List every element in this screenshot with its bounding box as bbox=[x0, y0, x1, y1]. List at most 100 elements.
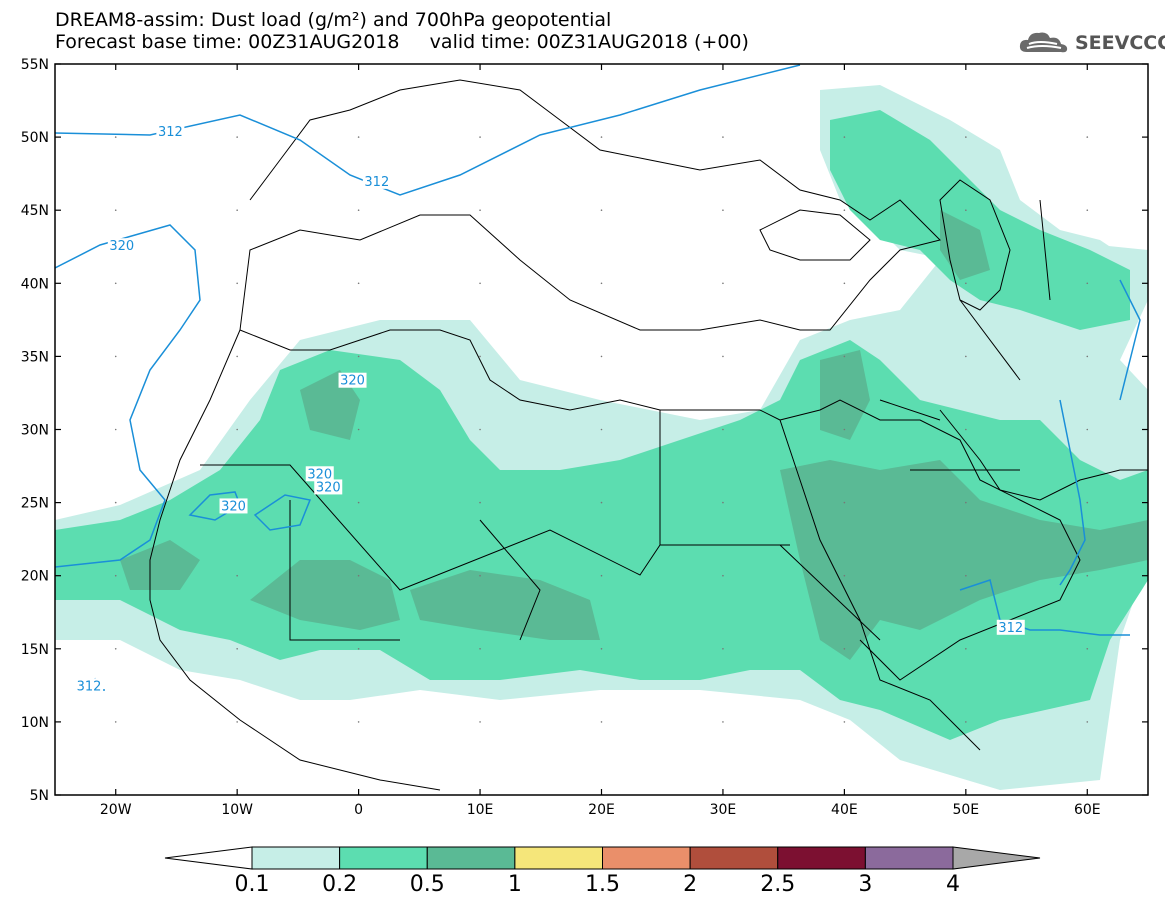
contour-label: 320 bbox=[340, 374, 365, 389]
lat-label: 55N bbox=[21, 57, 49, 73]
colorbar-tick-label: 0.1 bbox=[235, 872, 270, 897]
grid-dot bbox=[114, 501, 117, 504]
contour-label-bg bbox=[75, 678, 104, 694]
grid-dot bbox=[1086, 428, 1089, 431]
contour-label: 312 bbox=[998, 621, 1023, 636]
grid-dot bbox=[114, 355, 117, 358]
grid-dot bbox=[479, 721, 481, 723]
colorbar-under-arrow bbox=[164, 846, 253, 870]
logo-text: SEEVCCC bbox=[1075, 32, 1165, 54]
latitude-axis: 55N 50N 45N 40N 35N 30N 25N 20N 15N 10N 5N bbox=[21, 57, 1148, 804]
grid-dot bbox=[114, 721, 117, 723]
coastlines bbox=[149, 79, 1148, 791]
caspian-coast bbox=[939, 179, 1011, 311]
grid-dot bbox=[722, 428, 724, 431]
contour-label-bg bbox=[314, 479, 343, 495]
contour-east-edge bbox=[1119, 279, 1141, 401]
grid-dot bbox=[965, 574, 967, 577]
grid-dot bbox=[843, 721, 846, 723]
geopotential-contours bbox=[55, 64, 1141, 691]
europe-coast bbox=[239, 79, 941, 331]
lat-label: 35N bbox=[21, 349, 49, 365]
dust-shading bbox=[55, 85, 1148, 790]
contour-label-bg bbox=[156, 124, 185, 140]
lat-label: 40N bbox=[21, 276, 49, 292]
grid-dot bbox=[1086, 574, 1089, 577]
contour-320-west bbox=[55, 224, 201, 568]
colorbar-segment bbox=[602, 846, 691, 870]
lon-label: 50E bbox=[952, 802, 979, 818]
grid-dot bbox=[236, 721, 238, 723]
grid-dot bbox=[357, 574, 360, 577]
colorbar-segment bbox=[514, 846, 603, 870]
grid-dot bbox=[722, 355, 724, 358]
grid-dot bbox=[357, 648, 360, 650]
contour-312-east bbox=[959, 579, 1130, 636]
grid-dot bbox=[722, 721, 724, 723]
lat-label: 45N bbox=[21, 203, 49, 219]
grid-dot bbox=[114, 428, 117, 431]
country-borders bbox=[200, 199, 1051, 641]
grid-dot bbox=[965, 501, 967, 504]
grid-dot bbox=[722, 574, 724, 577]
grid-dot bbox=[114, 282, 117, 285]
contour-label-bg bbox=[362, 173, 391, 189]
lat-label: 5N bbox=[30, 788, 49, 804]
dust-band-medium-caspian bbox=[830, 110, 1130, 330]
grid-dot bbox=[600, 428, 603, 431]
dust-band-dark-1 bbox=[250, 560, 400, 630]
lat-label: 50N bbox=[21, 130, 49, 146]
colorbar-tick-label: 2 bbox=[683, 872, 697, 897]
lat-label: 25N bbox=[21, 496, 49, 512]
colorbar-segment bbox=[689, 846, 779, 870]
grid-dot bbox=[722, 136, 724, 138]
grid-dot bbox=[965, 355, 967, 358]
lon-label: 40E bbox=[831, 802, 858, 818]
colorbar-tick-label: 1 bbox=[508, 872, 522, 897]
grid-dot bbox=[479, 355, 481, 358]
grid-dot bbox=[236, 648, 238, 650]
grid-dot bbox=[965, 209, 967, 211]
lat-label: 15N bbox=[21, 642, 49, 658]
grid-dot bbox=[357, 501, 360, 504]
dust-band-dark-5 bbox=[820, 350, 870, 440]
contour-label: 320 bbox=[316, 480, 341, 495]
grid-dot bbox=[843, 136, 846, 138]
colorbar-tick-label: 3 bbox=[858, 872, 872, 897]
grid-dot bbox=[722, 282, 724, 285]
colorbar-segment bbox=[864, 846, 954, 870]
colorbar-tick-label: 0.5 bbox=[410, 872, 445, 897]
contour-label: 312 bbox=[77, 679, 102, 694]
contour-label: 320 bbox=[109, 239, 134, 254]
contour-label: 320 bbox=[307, 467, 332, 482]
grid-dot bbox=[114, 136, 117, 138]
dust-band-dark-6 bbox=[940, 210, 990, 280]
lat-label: 10N bbox=[21, 715, 49, 731]
grid-dot bbox=[965, 282, 967, 285]
colorbar-segment bbox=[777, 846, 866, 870]
grid-dot bbox=[600, 721, 603, 723]
dust-band-dark-2 bbox=[410, 570, 600, 640]
contour-label: 312 bbox=[158, 125, 183, 140]
grid-dot bbox=[843, 648, 846, 650]
colorbar-segment bbox=[426, 846, 516, 870]
contour-label-bg bbox=[338, 372, 367, 388]
grid-dot bbox=[479, 282, 481, 285]
colorbar-tick-label: 1.5 bbox=[585, 872, 620, 897]
lon-label: 10E bbox=[467, 802, 494, 818]
grid-dot bbox=[357, 721, 360, 723]
grid-dot bbox=[479, 136, 481, 138]
cloud-icon bbox=[1019, 32, 1068, 53]
grid-dot bbox=[236, 209, 238, 211]
contour-label-bg bbox=[107, 238, 136, 254]
grid-dot bbox=[236, 574, 238, 577]
lat-label: 30N bbox=[21, 423, 49, 439]
grid-dot bbox=[600, 648, 603, 650]
lat-label: 20N bbox=[21, 569, 49, 585]
grid-dot bbox=[965, 136, 967, 138]
black-sea-coast bbox=[759, 209, 871, 261]
grid-dot bbox=[479, 501, 481, 504]
grid-dot bbox=[357, 355, 360, 358]
grid-dot bbox=[357, 428, 360, 431]
lon-label: 20E bbox=[588, 802, 615, 818]
